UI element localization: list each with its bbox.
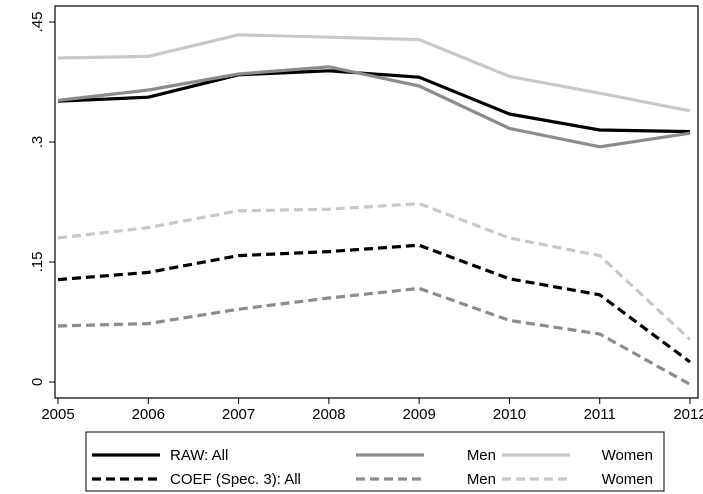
x-tick-label: 2010 xyxy=(493,406,526,423)
x-tick-label: 2011 xyxy=(584,406,616,423)
series-line-6 xyxy=(57,202,692,341)
legend-label-4: COEF (Spec. 3): All xyxy=(170,471,301,488)
x-tick-label: 2007 xyxy=(222,406,255,423)
legend-entries: RAW: All Men Women COEF (Spec. 3): All Men Wo… xyxy=(92,447,653,488)
legend: RAW: All Men Women COEF (Spec. 3): All Men Wo… xyxy=(85,431,665,492)
plot-frame xyxy=(54,5,699,399)
x-tick-label: 2009 xyxy=(402,406,435,423)
series-line-3 xyxy=(57,33,691,113)
x-axis: 2005 2006 2007 2008 2009 2010 2011 2012 xyxy=(41,398,703,423)
series-line-1 xyxy=(57,69,691,134)
x-tick-label: 2012 xyxy=(673,406,703,423)
series-line-4 xyxy=(57,243,691,364)
y-axis: 0 .15 .3 .45 xyxy=(29,12,55,386)
legend-label-1: RAW: All xyxy=(170,447,228,464)
x-tick-label: 2005 xyxy=(41,406,74,423)
y-tick-label: .3 xyxy=(29,136,46,149)
y-tick-label: 0 xyxy=(29,378,46,386)
series-line-2 xyxy=(57,65,691,149)
legend-label-2: Men xyxy=(467,447,496,464)
series-layer xyxy=(57,33,692,386)
legend-label-3: Women xyxy=(602,447,653,464)
series-line-5 xyxy=(57,286,691,386)
y-tick-label: .45 xyxy=(29,12,46,33)
legend-box xyxy=(85,431,665,492)
x-tick-label: 2006 xyxy=(132,406,165,423)
x-tick-label: 2008 xyxy=(312,406,345,423)
y-tick-label: .15 xyxy=(29,252,46,273)
legend-label-6: Women xyxy=(602,471,653,488)
legend-label-5: Men xyxy=(467,471,496,488)
